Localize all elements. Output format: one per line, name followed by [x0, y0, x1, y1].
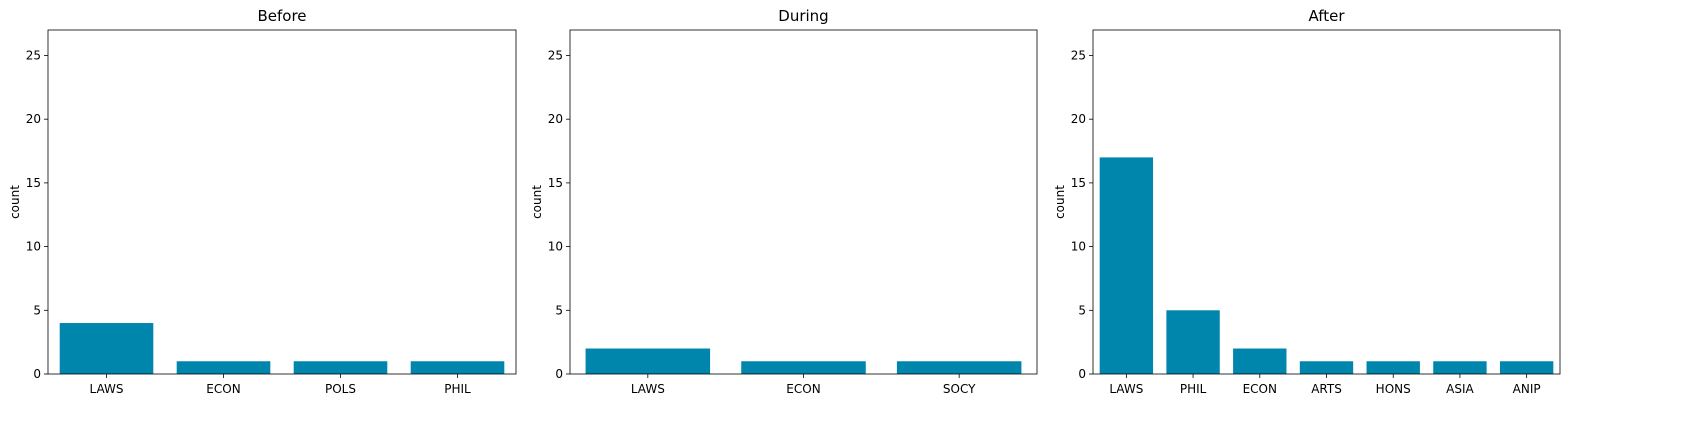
- x-tick-label: ECON: [1243, 382, 1277, 396]
- y-tick-label: 0: [1078, 367, 1086, 381]
- y-tick-label: 15: [1071, 176, 1086, 190]
- x-tick-label: ANIP: [1513, 382, 1541, 396]
- x-tick-label: LAWS: [1109, 382, 1143, 396]
- y-tick-label: 5: [33, 303, 41, 317]
- bar-econ: [1233, 348, 1287, 374]
- bar-hons: [1366, 361, 1420, 374]
- bar-phil: [410, 361, 505, 374]
- y-tick-label: 20: [1071, 112, 1086, 126]
- bar-laws: [585, 348, 711, 374]
- y-tick-label: 10: [1071, 240, 1086, 254]
- bar-socy: [896, 361, 1022, 374]
- chart-panel-1: Before LAWS ECON POLS PHIL 0 5 10 15 20 25 count: [8, 7, 517, 396]
- bar-econ: [176, 361, 271, 374]
- y-tick-label: 0: [555, 367, 563, 381]
- x-tick-label: LAWS: [90, 382, 124, 396]
- bar-laws: [59, 323, 154, 374]
- axes-frame: [569, 29, 1038, 375]
- bar-anip: [1499, 361, 1554, 374]
- y-tick-label: 15: [548, 176, 563, 190]
- x-tick-label: ECON: [786, 382, 820, 396]
- x-tick-label: SOCY: [943, 382, 976, 396]
- y-tick-label: 25: [26, 48, 41, 62]
- y-tick-label: 5: [555, 303, 563, 317]
- chart-panel-2: During LAWS ECON SOCY 0 5 10 15 20 25 count: [530, 7, 1038, 396]
- axes-frame: [1092, 29, 1561, 375]
- y-axis-label: count: [8, 185, 22, 219]
- x-tick-label: ARTS: [1311, 382, 1342, 396]
- y-tick-label: 20: [548, 112, 563, 126]
- y-tick-label: 20: [26, 112, 41, 126]
- y-tick-label: 10: [26, 240, 41, 254]
- y-tick-label: 5: [1078, 303, 1086, 317]
- bar-laws: [1099, 157, 1154, 374]
- x-tick-label: ASIA: [1446, 382, 1474, 396]
- chart-title: Before: [257, 7, 306, 25]
- y-tick-label: 10: [548, 240, 563, 254]
- bar-phil: [1166, 310, 1220, 374]
- chart-title: During: [778, 7, 828, 25]
- y-axis-label: count: [1053, 185, 1067, 219]
- bar-pols: [293, 361, 388, 374]
- x-tick-label: HONS: [1376, 382, 1411, 396]
- y-tick-label: 15: [26, 176, 41, 190]
- bar-arts: [1299, 361, 1354, 374]
- chart-title: After: [1308, 7, 1345, 25]
- y-tick-label: 25: [548, 48, 563, 62]
- bar-asia: [1433, 361, 1487, 374]
- x-tick-label: PHIL: [444, 382, 471, 396]
- chart-panel-3: After LAWS PHIL ECON ARTS HONS ASIA ANIP 0 5 10 15 2…: [1053, 7, 1561, 396]
- y-tick-label: 25: [1071, 48, 1086, 62]
- y-axis-label: count: [530, 185, 544, 219]
- y-tick-label: 0: [33, 367, 41, 381]
- x-tick-label: ECON: [206, 382, 240, 396]
- x-tick-label: LAWS: [631, 382, 665, 396]
- x-tick-label: PHIL: [1180, 382, 1207, 396]
- bar-econ: [741, 361, 866, 374]
- axes-frame: [47, 29, 517, 375]
- x-tick-label: POLS: [325, 382, 356, 396]
